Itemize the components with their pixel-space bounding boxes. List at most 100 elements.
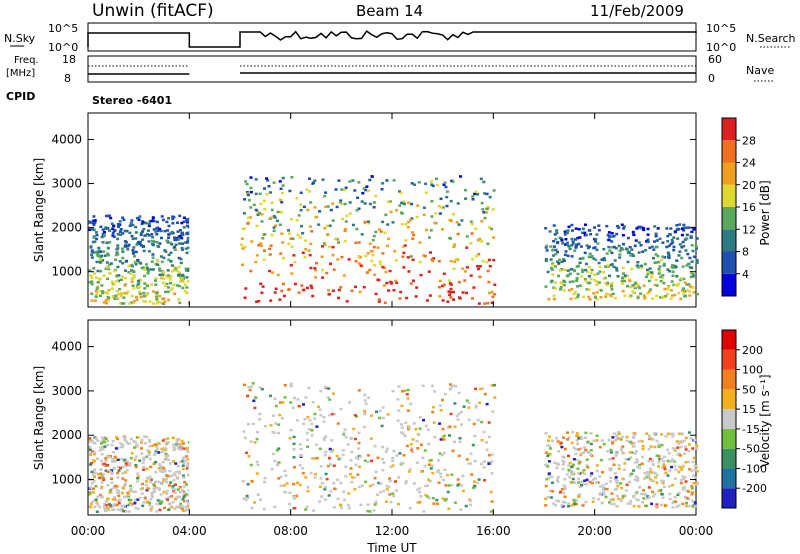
power-cell [430, 258, 434, 261]
power-cell [107, 214, 111, 218]
velocity-cell [571, 477, 575, 481]
velocity-cell [252, 399, 256, 402]
power-cell [101, 290, 105, 293]
power-cell [365, 185, 369, 188]
velocity-cell [562, 460, 566, 464]
velocity-cell [357, 447, 361, 450]
velocity-cell [403, 434, 407, 438]
power-cell [116, 253, 120, 256]
power-cell [561, 242, 565, 245]
velocity-cell [600, 439, 604, 442]
velocity-cell [168, 462, 172, 465]
power-cell [392, 289, 396, 292]
velocity-cell [480, 420, 484, 424]
power-cell [625, 247, 629, 250]
velocity-cell [378, 416, 382, 420]
power-cell [163, 229, 167, 233]
power-cell [243, 296, 247, 299]
velocity-cell [134, 465, 138, 469]
power-cell [372, 234, 376, 238]
power-cell [474, 227, 478, 230]
freq-label: Freq. [14, 55, 39, 66]
velocity-cell [568, 461, 572, 465]
velocity-colorbar-segment [722, 488, 736, 508]
velocity-cell [175, 438, 179, 441]
velocity-cell [458, 437, 462, 440]
power-cell [88, 269, 92, 272]
power-ytick-label: 4000 [51, 132, 82, 146]
power-cell [147, 229, 150, 232]
power-cell [689, 235, 693, 238]
power-cell [90, 253, 94, 257]
power-cell [680, 289, 684, 292]
power-cell [288, 189, 292, 193]
velocity-cell [288, 437, 292, 440]
velocity-cell [584, 431, 588, 435]
power-cell [646, 227, 650, 231]
power-cell [646, 238, 650, 242]
velocity-cell [160, 470, 164, 474]
velocity-cell [677, 470, 681, 474]
power-colorbar-label: Power [dB] [758, 180, 772, 245]
power-cell [571, 229, 574, 232]
power-cell [416, 204, 420, 207]
velocity-cell [563, 495, 567, 498]
velocity-cell [175, 470, 179, 474]
velocity-cell [379, 491, 382, 494]
velocity-cell [272, 414, 275, 417]
power-cell [357, 207, 361, 210]
velocity-cell [389, 500, 393, 504]
power-cell [182, 220, 186, 223]
velocity-cell [648, 478, 652, 481]
velocity-cell [256, 463, 260, 467]
power-cell [267, 185, 271, 188]
power-cell [131, 284, 135, 287]
velocity-cell [152, 487, 156, 490]
velocity-cell [140, 438, 144, 442]
velocity-cell [110, 481, 114, 484]
velocity-cell [177, 447, 181, 450]
velocity-cell [655, 454, 659, 457]
power-cell [119, 294, 123, 297]
power-cell [669, 297, 673, 300]
power-cell [127, 271, 131, 274]
velocity-cell [651, 490, 654, 494]
velocity-cell [671, 506, 675, 509]
velocity-cell [134, 506, 138, 510]
power-cell [381, 220, 385, 224]
power-cell [91, 221, 95, 224]
power-cell [297, 214, 301, 217]
power-data-gap [189, 114, 240, 306]
power-cell [422, 206, 426, 209]
velocity-cell [647, 460, 651, 463]
power-cell [259, 282, 263, 285]
power-cell [263, 207, 267, 211]
velocity-cell [115, 503, 119, 507]
velocity-cell [136, 472, 140, 475]
velocity-cell [661, 466, 665, 469]
velocity-cell [635, 450, 638, 453]
power-cell [407, 201, 411, 204]
power-cell [471, 297, 474, 300]
velocity-cell [259, 498, 262, 501]
power-cell [259, 242, 263, 245]
velocity-cell [122, 460, 126, 463]
power-cell [176, 230, 180, 233]
power-cell [106, 227, 110, 230]
power-cell [363, 202, 367, 205]
velocity-cell [185, 464, 189, 468]
power-cell [185, 269, 189, 272]
velocity-cell [487, 421, 491, 424]
velocity-cell [551, 481, 554, 484]
velocity-cell [671, 459, 675, 462]
velocity-cell [424, 493, 428, 497]
velocity-cell [435, 470, 439, 473]
power-cell [165, 239, 169, 242]
power-cell [415, 215, 419, 219]
power-cell [263, 249, 266, 252]
power-cell [314, 276, 317, 279]
power-cell [245, 182, 249, 186]
velocity-cell [90, 439, 94, 443]
power-cell [604, 292, 608, 295]
power-cell [115, 248, 119, 251]
